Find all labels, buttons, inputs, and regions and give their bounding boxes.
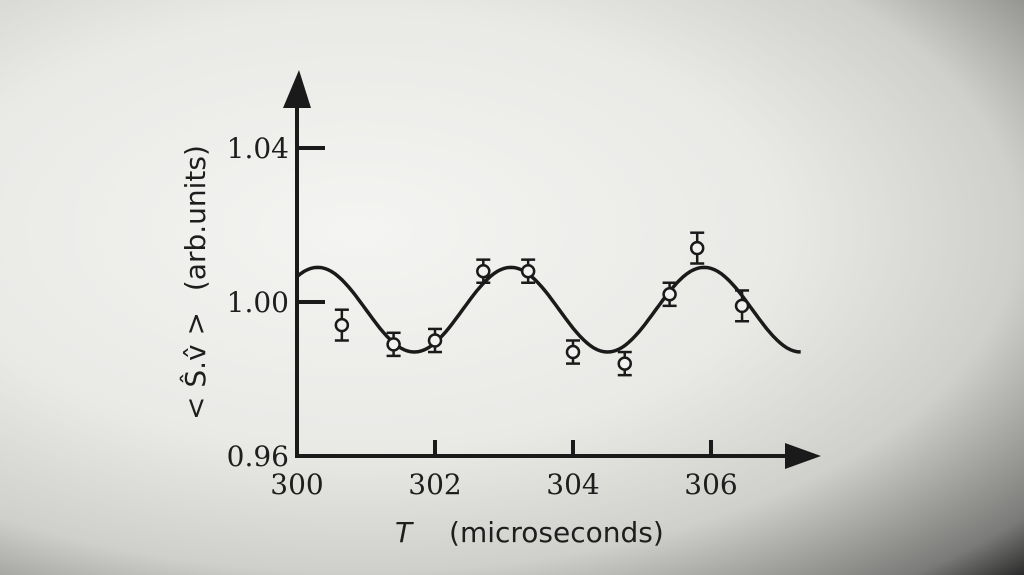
data-point <box>386 331 401 358</box>
x-tick-label: 302 <box>408 468 461 501</box>
data-point <box>617 350 632 377</box>
x-ticks: 300 302 304 306 <box>270 440 738 501</box>
point-marker <box>427 333 443 348</box>
point-marker <box>565 344 581 360</box>
x-tick-label: 306 <box>684 468 737 501</box>
y-axis-arrowhead <box>283 70 311 108</box>
point-marker <box>334 317 350 333</box>
data-point <box>334 308 350 342</box>
y-axis-label: < Ŝ.v̂ > (arb.units) <box>178 145 212 420</box>
point-marker <box>662 287 677 302</box>
y-ticks: 0.96 1.00 1.04 <box>227 132 325 473</box>
point-marker <box>734 298 750 314</box>
point-marker <box>689 240 705 256</box>
point-marker <box>386 337 401 352</box>
data-point <box>427 327 443 354</box>
x-axis-unit: (microseconds) <box>449 516 664 549</box>
x-tick-label: 304 <box>546 468 599 501</box>
data-point <box>520 258 536 284</box>
x-axis-arrowhead <box>785 443 821 469</box>
data-point <box>734 289 750 323</box>
data-point <box>476 258 491 284</box>
y-tick-label: 1.04 <box>227 132 289 165</box>
fit-curve <box>295 265 801 354</box>
x-axis-label: T (microseconds) <box>395 516 664 549</box>
point-marker <box>520 263 536 279</box>
data-point <box>565 339 581 365</box>
y-axis-unit: (arb.units) <box>179 145 212 291</box>
y-axis-symbol: < Ŝ.v̂ > <box>178 312 212 420</box>
data-point <box>662 281 677 308</box>
point-marker <box>476 263 491 279</box>
data-point <box>689 231 705 265</box>
y-tick-label: 1.00 <box>227 286 289 319</box>
x-axis-symbol: T <box>395 516 414 549</box>
data-points <box>334 231 750 377</box>
point-marker <box>617 356 632 371</box>
x-tick-label: 300 <box>270 468 323 501</box>
axes <box>283 70 821 469</box>
y-tick-label: 0.96 <box>227 440 289 473</box>
